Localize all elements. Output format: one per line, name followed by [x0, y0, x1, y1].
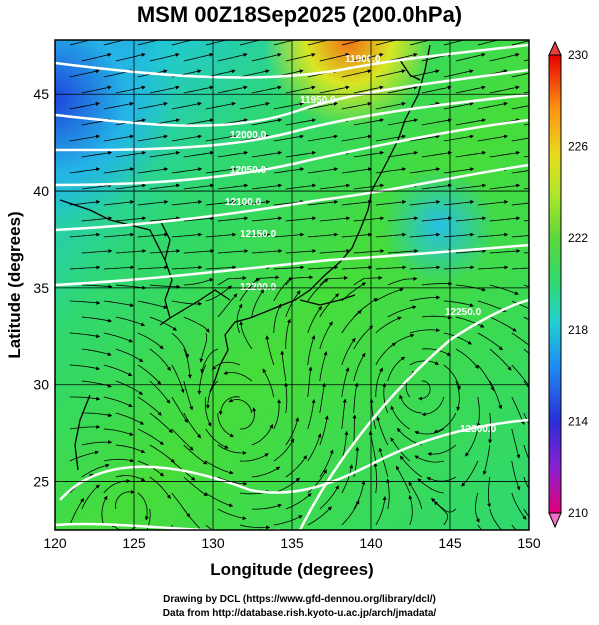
y-tick-label: 25 [33, 474, 49, 490]
contour-labels: 11900.0 11950.0 12000.0 12050.0 12100.0 12150… [225, 54, 497, 435]
x-tick-label: 130 [201, 535, 225, 551]
x-tick-label: 145 [438, 535, 462, 551]
contour-label: 12300.0 [460, 424, 497, 435]
colorbar-tick-label: 214 [568, 414, 588, 428]
colorbar-tick-label: 226 [568, 140, 588, 154]
grid-lines [55, 40, 529, 530]
credit-data: Data from http://database.rish.kyoto-u.a… [162, 608, 437, 619]
colorbar-tick-label: 230 [568, 48, 588, 62]
x-tick-label: 150 [517, 535, 541, 551]
credit-drawing: Drawing by DCL (https://www.gfd-dennou.o… [163, 594, 436, 605]
contour-label: 12000.0 [230, 130, 267, 141]
wind-streamlines [69, 40, 529, 530]
colorbar-tick-label: 218 [568, 323, 588, 337]
contour-label: 12100.0 [225, 197, 262, 208]
colorbar-tick-label: 222 [568, 231, 588, 245]
contour-label: 12200.0 [240, 282, 277, 293]
contour-label: 12050.0 [230, 165, 267, 176]
plot-frame [54, 39, 530, 531]
x-tick-label: 120 [43, 535, 67, 551]
colorbar-tick-label: 210 [568, 506, 588, 520]
contour-label: 12250.0 [445, 307, 482, 318]
y-axis-ticks: 25 30 35 40 45 [33, 86, 49, 489]
x-tick-label: 125 [122, 535, 146, 551]
height-contours [55, 43, 529, 530]
x-axis-label: Longitude (degrees) [210, 560, 373, 579]
y-tick-label: 30 [33, 377, 49, 393]
colorbar: 230 226 222 218 214 210 [548, 40, 588, 529]
contour-label: 11900.0 [345, 54, 381, 65]
x-axis-ticks: 120 125 130 135 140 145 150 [43, 535, 541, 551]
y-axis-label: Latitude (degrees) [5, 211, 24, 358]
x-tick-label: 135 [280, 535, 304, 551]
y-tick-label: 45 [33, 86, 49, 102]
coastlines [59, 44, 431, 471]
contour-label: 11950.0 [300, 95, 336, 106]
x-tick-label: 140 [359, 535, 383, 551]
weather-map: 11900.0 11950.0 12000.0 12050.0 12100.0 12150… [5, 39, 588, 579]
y-tick-label: 35 [33, 280, 49, 296]
contour-label: 12150.0 [240, 229, 277, 240]
map-title: MSM 00Z18Sep2025 (200.0hPa) [136, 2, 463, 27]
y-tick-label: 40 [33, 183, 49, 199]
plot-area: 11900.0 11950.0 12000.0 12050.0 12100.0 12150… [55, 40, 529, 530]
